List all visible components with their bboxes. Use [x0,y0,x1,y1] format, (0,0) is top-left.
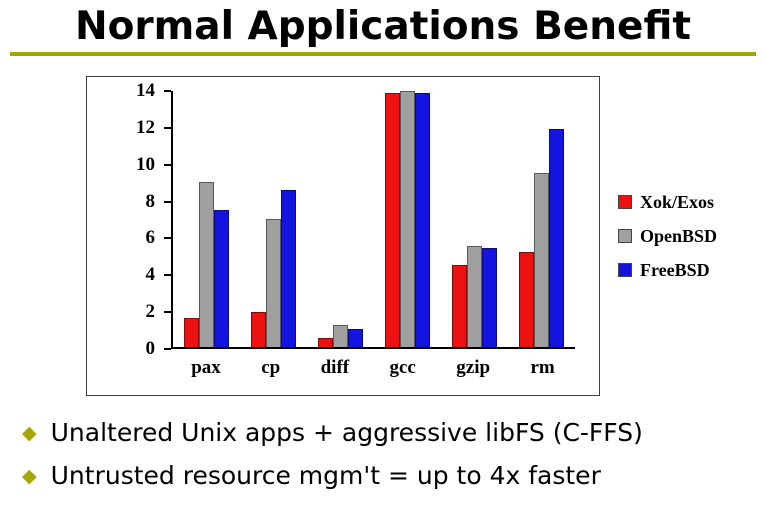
bar-pax-freebsd [214,209,229,347]
bar-gzip-openbsd [467,246,482,347]
legend-label: FreeBSD [640,259,710,280]
y-tick-label: 10 [136,153,155,175]
bar-diff-openbsd [333,325,348,347]
y-tick-mark [164,90,171,92]
legend-item-freebsd: FreeBSD [618,260,717,281]
y-tick-label: 6 [145,227,156,249]
bar-group-gcc [385,91,430,347]
bar-gcc-xok-exos [385,92,400,347]
bar-group-gzip [452,91,497,347]
bar-gzip-xok-exos [452,264,467,347]
y-tick-mark [164,348,171,350]
y-tick-label: 14 [136,80,155,101]
legend-item-xok-exos: Xok/Exos [618,192,717,213]
bar-pax-xok-exos [184,317,199,347]
chart-legend: Xok/Exos OpenBSD FreeBSD [618,192,717,281]
y-tick-mark [164,311,171,314]
x-tick-label: gcc [389,357,416,378]
bullet-text: Unaltered Unix apps + aggressive libFS (… [50,418,643,447]
plot-area [171,91,575,349]
legend-label: OpenBSD [640,225,718,246]
y-tick-label: 8 [145,190,156,212]
legend-item-openbsd: OpenBSD [618,226,717,247]
y-tick-mark [164,274,171,277]
bar-cp-freebsd [281,189,296,347]
bar-gzip-freebsd [482,248,497,347]
y-tick-label: 2 [145,301,156,323]
bar-cp-openbsd [266,219,281,347]
bar-group-pax [184,91,229,347]
bullet-item: ◆ Unaltered Unix apps + aggressive libFS … [22,418,766,447]
y-tick-mark [164,200,171,203]
bar-chart: 0 2 4 6 8 10 12 14 pax cp diff gcc gzip rm [86,76,600,396]
legend-swatch-icon [618,263,632,277]
bars-container [173,91,575,347]
y-tick-mark [164,163,171,166]
y-tick-mark [164,237,171,240]
bar-gcc-openbsd [400,91,415,347]
bar-gcc-freebsd [415,92,430,347]
x-tick-label: cp [261,357,281,378]
bar-group-diff [318,91,363,347]
diamond-bullet-icon: ◆ [22,422,37,444]
legend-label: Xok/Exos [640,191,715,212]
bar-diff-xok-exos [318,337,333,347]
x-tick-label: diff [320,357,350,378]
chart-row: 0 2 4 6 8 10 12 14 pax cp diff gcc gzip rm Xok/Exos O… [86,76,766,396]
slide-title: Normal Applications Benefit [74,4,692,49]
y-tick-label: 0 [145,338,156,359]
legend-swatch-icon [618,195,632,209]
bar-group-cp [251,91,296,347]
bullet-item: ◆ Untrusted resource mgm't = up to 4x fas… [22,461,766,490]
bar-diff-freebsd [348,328,363,347]
bar-rm-freebsd [549,129,564,347]
x-tick-label: gzip [456,357,491,378]
bar-cp-xok-exos [251,312,266,347]
diamond-bullet-icon: ◆ [22,465,37,487]
y-tick-mark [164,126,171,129]
bar-pax-openbsd [199,182,214,347]
x-tick-label: pax [191,357,221,378]
bar-rm-openbsd [534,173,549,347]
bar-rm-xok-exos [519,251,534,347]
y-axis: 0 2 4 6 8 10 12 14 [87,81,171,359]
title-underline [10,52,756,56]
x-tick-label: rm [530,357,555,378]
bullet-text: Untrusted resource mgm't = up to 4x fast… [50,461,601,490]
slide: Normal Applications Benefit 0 2 4 6 8 10 12 14 … [0,4,766,490]
bullet-list: ◆ Unaltered Unix apps + aggressive libFS … [22,418,766,490]
bar-group-rm [519,91,564,347]
y-tick-label: 12 [136,116,155,138]
x-axis-labels: pax cp diff gcc gzip rm [171,357,575,379]
legend-swatch-icon [618,229,632,243]
y-tick-label: 4 [145,264,156,286]
